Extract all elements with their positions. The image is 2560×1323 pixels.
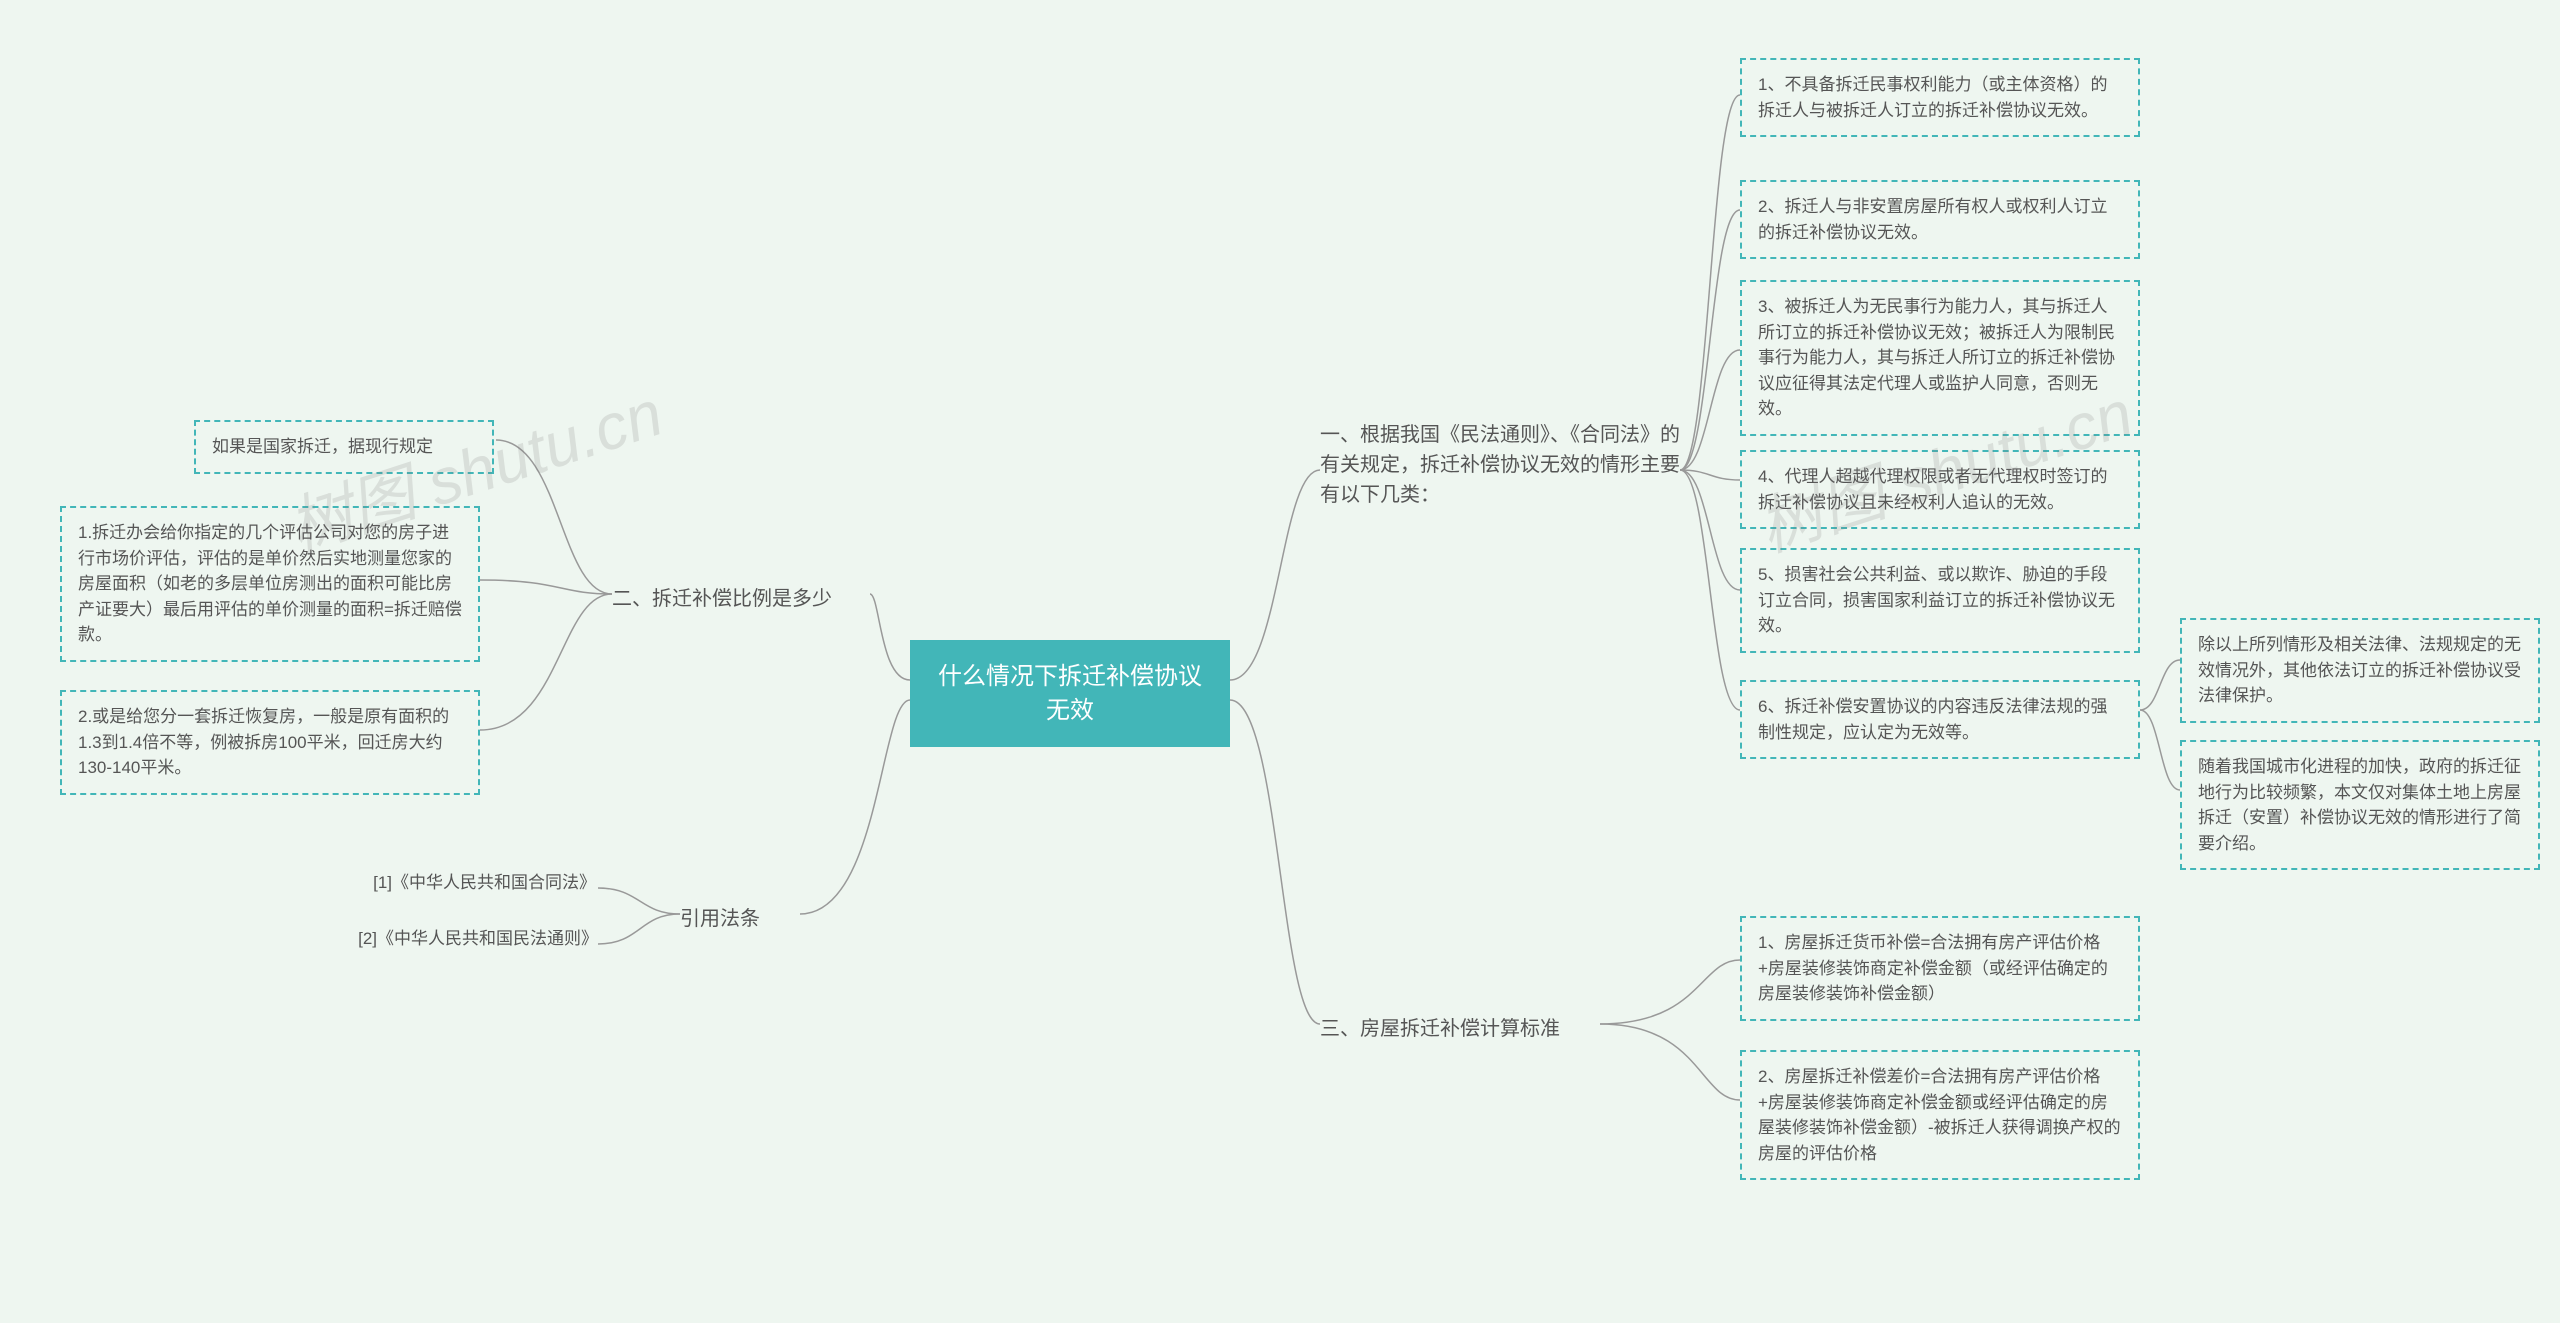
leaf-b1-1-text: 1、不具备拆迁民事权利能力（或主体资格）的拆迁人与被拆迁人订立的拆迁补偿协议无效… bbox=[1758, 75, 2107, 120]
leaf-b1-6-b-text: 随着我国城市化进程的加快，政府的拆迁征地行为比较频繁，本文仅对集体土地上房屋拆迁… bbox=[2198, 757, 2521, 853]
leaf-b2-2[interactable]: 1.拆迁办会给你指定的几个评估公司对您的房子进行市场价评估，评估的是单价然后实地… bbox=[60, 506, 480, 662]
leaf-b1-2[interactable]: 2、拆迁人与非安置房屋所有权人或权利人订立的拆迁补偿协议无效。 bbox=[1740, 180, 2140, 259]
leaf-b2-3[interactable]: 2.或是给您分一套拆迁恢复房，一般是原有面积的1.3到1.4倍不等，例被拆房10… bbox=[60, 690, 480, 795]
root-label: 什么情况下拆迁补偿协议无效 bbox=[938, 663, 1202, 724]
leaf-b3-2[interactable]: 2、房屋拆迁补偿差价=合法拥有房产评估价格+房屋装修装饰商定补偿金额或经评估确定… bbox=[1740, 1050, 2140, 1180]
leaf-b3-1[interactable]: 1、房屋拆迁货币补偿=合法拥有房产评估价格+房屋装修装饰商定补偿金额（或经评估确… bbox=[1740, 916, 2140, 1021]
leaf-b1-3[interactable]: 3、被拆迁人为无民事行为能力人，其与拆迁人所订立的拆迁补偿协议无效；被拆迁人为限… bbox=[1740, 280, 2140, 436]
leaf-b1-3-text: 3、被拆迁人为无民事行为能力人，其与拆迁人所订立的拆迁补偿协议无效；被拆迁人为限… bbox=[1758, 297, 2115, 418]
leaf-b1-2-text: 2、拆迁人与非安置房屋所有权人或权利人订立的拆迁补偿协议无效。 bbox=[1758, 197, 2107, 242]
branch-two[interactable]: 二、拆迁补偿比例是多少 bbox=[612, 580, 872, 618]
leaf-b1-4-text: 4、代理人超越代理权限或者无代理权时签订的拆迁补偿协议且未经权利人追认的无效。 bbox=[1758, 467, 2107, 512]
branch-one-label: 一、根据我国《民法通则》、《合同法》的有关规定，拆迁补偿协议无效的情形主要有以下… bbox=[1320, 424, 1680, 506]
leaf-b2-1[interactable]: 如果是国家拆迁，据现行规定 bbox=[194, 420, 494, 474]
leaf-b1-5-text: 5、损害社会公共利益、或以欺诈、胁迫的手段订立合同，损害国家利益订立的拆迁补偿协… bbox=[1758, 565, 2115, 635]
leaf-b1-6-a[interactable]: 除以上所列情形及相关法律、法规规定的无效情况外，其他依法订立的拆迁补偿协议受法律… bbox=[2180, 618, 2540, 723]
leaf-b1-6-b[interactable]: 随着我国城市化进程的加快，政府的拆迁征地行为比较频繁，本文仅对集体土地上房屋拆迁… bbox=[2180, 740, 2540, 870]
leaf-b1-6-a-text: 除以上所列情形及相关法律、法规规定的无效情况外，其他依法订立的拆迁补偿协议受法律… bbox=[2198, 635, 2521, 705]
leaf-b1-1[interactable]: 1、不具备拆迁民事权利能力（或主体资格）的拆迁人与被拆迁人订立的拆迁补偿协议无效… bbox=[1740, 58, 2140, 137]
leaf-b2-2-text: 1.拆迁办会给你指定的几个评估公司对您的房子进行市场价评估，评估的是单价然后实地… bbox=[78, 523, 462, 644]
leaf-b1-4[interactable]: 4、代理人超越代理权限或者无代理权时签订的拆迁补偿协议且未经权利人追认的无效。 bbox=[1740, 450, 2140, 529]
leaf-b3-1-text: 1、房屋拆迁货币补偿=合法拥有房产评估价格+房屋装修装饰商定补偿金额（或经评估确… bbox=[1758, 933, 2108, 1003]
leaf-b4-2[interactable]: [2]《中华人民共和国民法通则》 bbox=[278, 926, 598, 952]
leaf-b3-2-text: 2、房屋拆迁补偿差价=合法拥有房产评估价格+房屋装修装饰商定补偿金额或经评估确定… bbox=[1758, 1067, 2121, 1163]
leaf-b2-3-text: 2.或是给您分一套拆迁恢复房，一般是原有面积的1.3到1.4倍不等，例被拆房10… bbox=[78, 707, 449, 777]
branch-two-label: 二、拆迁补偿比例是多少 bbox=[612, 588, 832, 610]
branch-three-label: 三、房屋拆迁补偿计算标准 bbox=[1320, 1018, 1560, 1040]
branch-three[interactable]: 三、房屋拆迁补偿计算标准 bbox=[1320, 1010, 1600, 1048]
leaf-b1-5[interactable]: 5、损害社会公共利益、或以欺诈、胁迫的手段订立合同，损害国家利益订立的拆迁补偿协… bbox=[1740, 548, 2140, 653]
mindmap-connectors bbox=[0, 0, 2560, 1323]
branch-one[interactable]: 一、根据我国《民法通则》、《合同法》的有关规定，拆迁补偿协议无效的情形主要有以下… bbox=[1320, 416, 1680, 514]
leaf-b1-6[interactable]: 6、拆迁补偿安置协议的内容违反法律法规的强制性规定，应认定为无效等。 bbox=[1740, 680, 2140, 759]
branch-citations-label: 引用法条 bbox=[680, 908, 760, 930]
leaf-b4-1-text: [1]《中华人民共和国合同法》 bbox=[373, 873, 596, 892]
branch-citations[interactable]: 引用法条 bbox=[680, 900, 800, 938]
root-node[interactable]: 什么情况下拆迁补偿协议无效 bbox=[910, 640, 1230, 747]
leaf-b4-2-text: [2]《中华人民共和国民法通则》 bbox=[358, 929, 598, 948]
leaf-b2-1-text: 如果是国家拆迁，据现行规定 bbox=[212, 437, 433, 456]
leaf-b4-1[interactable]: [1]《中华人民共和国合同法》 bbox=[296, 870, 596, 896]
leaf-b1-6-text: 6、拆迁补偿安置协议的内容违反法律法规的强制性规定，应认定为无效等。 bbox=[1758, 697, 2107, 742]
